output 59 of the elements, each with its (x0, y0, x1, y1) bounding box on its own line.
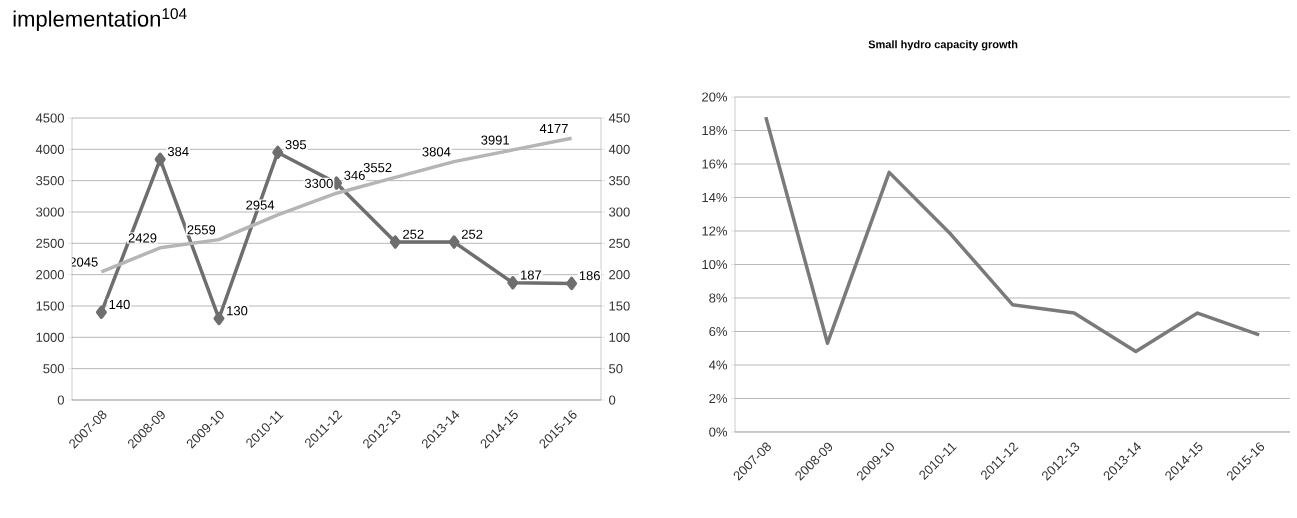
y-tick-label: 6% (709, 326, 728, 337)
data-label: 346 (344, 170, 365, 180)
data-label: 4177 (539, 124, 568, 134)
data-label: 2429 (128, 233, 157, 243)
data-label: 3300 (304, 178, 333, 188)
point (507, 276, 519, 290)
data-label: 3552 (363, 162, 392, 173)
data-label: 187 (521, 270, 542, 280)
y-tick-label: 14% (702, 192, 728, 203)
chart-title: Small hydro capacity growth (868, 40, 1018, 51)
y-tick-label: 4000 (35, 144, 64, 154)
line-series (764, 115, 1261, 354)
y-tick-label: 8% (709, 293, 728, 303)
y-tick-label: 3500 (36, 176, 64, 186)
y2-tick-label: 400 (608, 144, 630, 154)
data-label: 2954 (246, 200, 275, 210)
point (95, 305, 107, 319)
point (213, 311, 225, 326)
y-tick-label: 0% (709, 427, 728, 437)
y2-tick-label: 250 (609, 238, 630, 248)
data-label: 395 (285, 140, 307, 150)
y-tick-label: 1000 (36, 332, 64, 342)
y-tick-label: 18% (702, 125, 728, 136)
y2-tick-label: 350 (609, 176, 630, 186)
y-tick-label: 3000 (36, 207, 64, 217)
y2-tick-label: 450 (608, 113, 630, 123)
y-tick-label: 4% (708, 360, 728, 370)
y2-tick-label: 100 (609, 332, 630, 342)
y-tick-label: 12% (702, 226, 728, 236)
y2-tick-label: 300 (609, 207, 630, 217)
y-tick-label: 1500 (36, 301, 64, 311)
y-tick-label: 10% (702, 259, 728, 270)
y2-tick-label: 50 (609, 364, 623, 374)
point (448, 235, 460, 249)
y-tick-label: 0 (57, 395, 64, 405)
point (566, 276, 578, 291)
data-label: 252 (403, 229, 424, 239)
point (389, 235, 401, 249)
y-tick-label: 4500 (35, 113, 64, 123)
y2-tick-label: 150 (609, 301, 630, 311)
data-label: 130 (227, 306, 248, 316)
y-tick-label: 2% (709, 393, 728, 404)
point (272, 145, 284, 160)
data-label: 2559 (187, 225, 216, 235)
data-label: 384 (167, 146, 189, 157)
point (154, 152, 166, 167)
data-label: 252 (461, 229, 483, 239)
data-label: 3991 (481, 135, 509, 145)
y2-tick-label: 0 (609, 395, 616, 405)
data-label: 3804 (422, 147, 451, 157)
data-label: 140 (109, 299, 130, 310)
y-tick-label: 20% (702, 92, 728, 102)
y-tick-label: 500 (43, 364, 64, 374)
y-tick-label: 2000 (36, 270, 64, 280)
y2-tick-label: 200 (609, 270, 630, 280)
y-tick-label: 16% (702, 159, 728, 169)
data-label: 186 (579, 271, 600, 281)
chart-title: implementation$^{104}$ (13, 8, 187, 32)
y-tick-label: 2500 (36, 238, 64, 248)
